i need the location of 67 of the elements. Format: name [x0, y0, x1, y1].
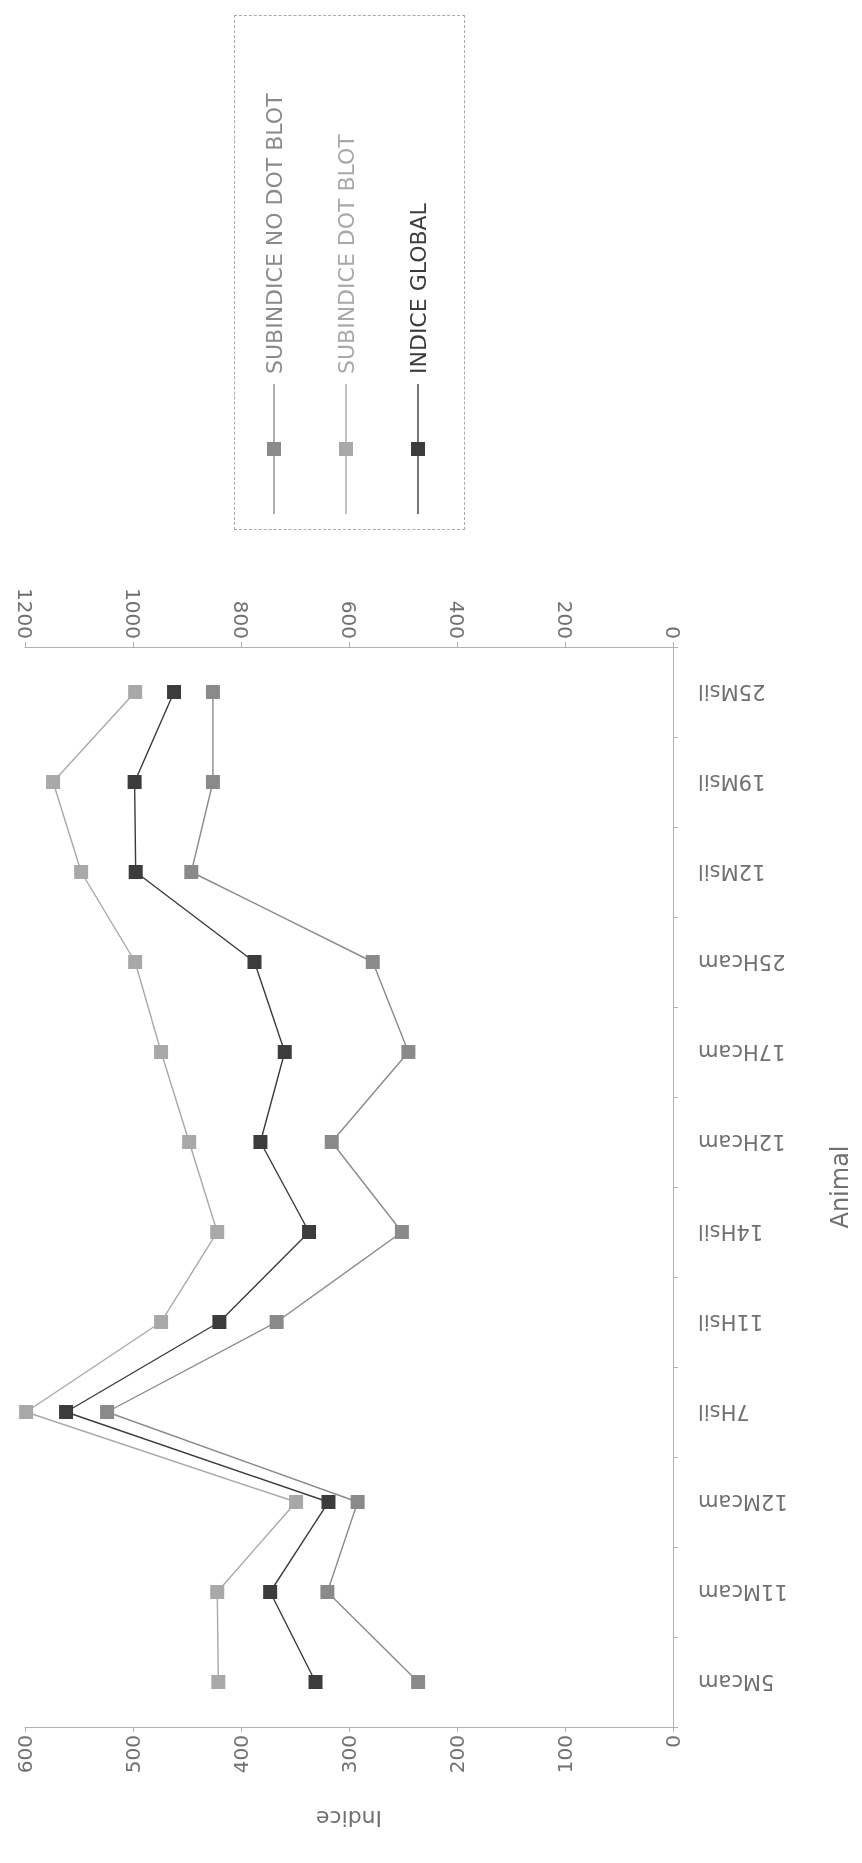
point: [182, 1135, 197, 1149]
text: INDICE GLOBAL: [406, 202, 431, 374]
x2-tick-label: 800: [229, 600, 253, 639]
point: [59, 1405, 74, 1419]
point: [308, 1675, 323, 1689]
x-tick-label: 100: [553, 1735, 577, 1774]
point: [210, 1225, 225, 1239]
point: [277, 1045, 292, 1059]
point: [321, 1495, 336, 1509]
point: [210, 1585, 225, 1599]
point: [263, 1585, 278, 1599]
x2-tick-label: 600: [337, 600, 361, 639]
point: [269, 1315, 284, 1329]
text: SUBINDICE NO DOT BLOT: [262, 92, 287, 374]
y-tick-label: 12Hcam: [698, 1130, 786, 1154]
point: [167, 685, 182, 699]
x2-tick-label: 400: [445, 600, 469, 639]
point: [350, 1495, 365, 1509]
x-tick-label: 600: [13, 1735, 37, 1774]
point: [205, 775, 220, 789]
y-tick-label: 12Mcam: [698, 1490, 788, 1514]
point: [289, 1495, 304, 1509]
point: [320, 1585, 335, 1599]
x2-tick-label: 200: [553, 600, 577, 639]
x-tick-label: 500: [121, 1735, 145, 1774]
x2-tick-label: 0: [661, 626, 685, 639]
x-tick-label: 0: [661, 1735, 685, 1748]
y-tick-label: 7Hsil: [698, 1400, 750, 1424]
y-tick-label: 14Hsil: [698, 1220, 764, 1244]
point: [247, 955, 262, 969]
point: [100, 1405, 115, 1419]
point: [19, 1405, 34, 1419]
y-tick-label: 25Hcam: [698, 950, 786, 974]
point: [128, 865, 143, 879]
point: [394, 1225, 409, 1239]
x-tick-label: 300: [337, 1735, 361, 1774]
point: [324, 1135, 339, 1149]
x-axis-title: Indice: [315, 1805, 383, 1831]
point: [212, 1315, 227, 1329]
y-tick-label: 11Mcam: [698, 1580, 788, 1604]
point: [253, 1135, 268, 1149]
y-tick-label: 11Hsil: [698, 1310, 764, 1334]
point: [154, 1045, 169, 1059]
point: [46, 775, 61, 789]
x-tick-label: 200: [445, 1735, 469, 1774]
y-tick-label: 5Mcam: [698, 1670, 775, 1694]
point: [365, 955, 380, 969]
x2-tick-label: 1000: [121, 588, 145, 639]
point: [211, 1675, 226, 1689]
y-tick-label: 25Msil: [698, 680, 766, 704]
point: [302, 1225, 317, 1239]
point: [411, 1675, 426, 1689]
point: [128, 955, 143, 969]
y-axis-title: Animal: [826, 1145, 854, 1229]
x-tick-label: 400: [229, 1735, 253, 1774]
point: [205, 685, 220, 699]
y-tick-label: 19Msil: [698, 770, 766, 794]
y-tick-label: 12Msil: [698, 860, 766, 884]
point: [401, 1045, 416, 1059]
point: [184, 865, 199, 879]
text: SUBINDICE DOT BLOT: [334, 133, 359, 374]
y-tick-label: 17Hcam: [698, 1040, 786, 1064]
x2-tick-label: 1200: [13, 588, 37, 639]
point: [154, 1315, 169, 1329]
point: [128, 685, 143, 699]
point: [127, 775, 142, 789]
point: [74, 865, 89, 879]
